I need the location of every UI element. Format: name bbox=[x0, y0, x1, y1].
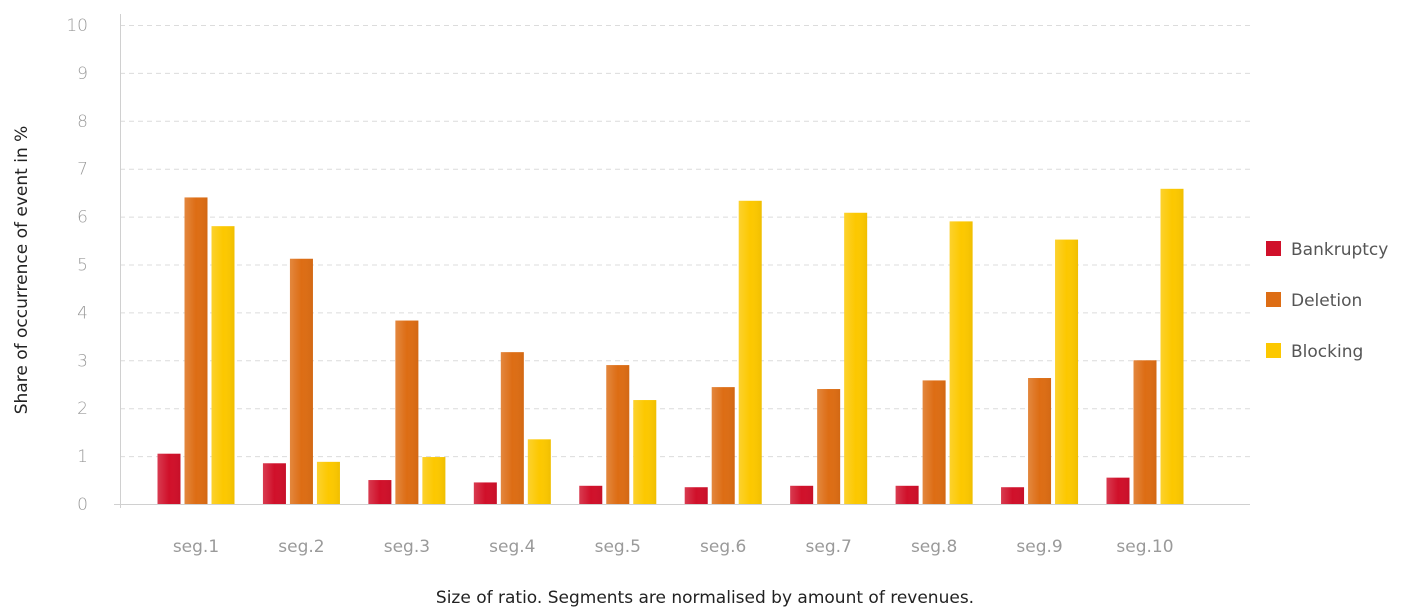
x-tick-label: seg.9 bbox=[1016, 537, 1062, 557]
bar-sheen bbox=[633, 400, 657, 504]
y-axis-ticks: 0 1 2 3 4 5 6 7 8 9 10 bbox=[66, 16, 88, 515]
bar-sheen bbox=[1160, 188, 1184, 504]
bar-sheen bbox=[1106, 477, 1130, 504]
x-tick-label: seg.3 bbox=[384, 537, 430, 557]
y-tick-label: 2 bbox=[77, 399, 88, 419]
bar-sheen bbox=[316, 461, 340, 504]
bar-sheen bbox=[184, 197, 208, 504]
x-axis-title: Size of ratio. Segments are normalised b… bbox=[436, 588, 974, 608]
bar-sheen bbox=[895, 485, 919, 504]
bar-sheen bbox=[289, 258, 313, 504]
y-tick-label: 9 bbox=[77, 64, 88, 84]
bar-sheen bbox=[949, 221, 973, 504]
x-tick-label: seg.7 bbox=[806, 537, 852, 557]
x-tick-label: seg.2 bbox=[278, 537, 324, 557]
legend-label-bankruptcy: Bankruptcy bbox=[1291, 240, 1388, 260]
bar-sheen bbox=[1028, 378, 1052, 504]
legend-label-blocking: Blocking bbox=[1291, 342, 1363, 362]
bar-sheen bbox=[368, 480, 392, 504]
bar-sheen bbox=[606, 365, 630, 504]
legend: Bankruptcy Deletion Blocking bbox=[1266, 240, 1388, 362]
y-tick-label: 6 bbox=[77, 208, 88, 228]
y-tick-label: 10 bbox=[66, 16, 88, 36]
bar-sheen bbox=[1055, 239, 1079, 505]
bars bbox=[157, 188, 1184, 505]
x-tick-label: seg.5 bbox=[595, 537, 641, 557]
y-tick-label: 7 bbox=[77, 160, 88, 180]
bar-sheen bbox=[1001, 487, 1025, 504]
bar-sheen bbox=[738, 200, 762, 504]
bar-sheen bbox=[790, 485, 814, 504]
x-tick-label: seg.10 bbox=[1116, 537, 1173, 557]
bar-sheen bbox=[1133, 360, 1157, 504]
bar-sheen bbox=[422, 457, 446, 504]
bar-sheen bbox=[579, 485, 603, 504]
y-tick-label: 8 bbox=[77, 112, 88, 132]
y-tick-label: 0 bbox=[77, 495, 88, 515]
bar-sheen bbox=[262, 463, 286, 504]
bar-sheen bbox=[473, 482, 497, 504]
x-axis-ticks: seg.1 seg.2 seg.3 seg.4 seg.5 seg.6 seg.7 seg.8… bbox=[173, 537, 1174, 557]
bar-sheen bbox=[844, 212, 868, 504]
x-tick-label: seg.8 bbox=[911, 537, 957, 557]
legend-label-deletion: Deletion bbox=[1291, 291, 1362, 311]
y-tick-label: 3 bbox=[77, 351, 88, 371]
bar-sheen bbox=[211, 226, 235, 504]
y-tick-label: 4 bbox=[77, 303, 88, 323]
y-axis-title: Share of occurrence of event in % bbox=[12, 126, 32, 415]
legend-swatch-deletion bbox=[1266, 292, 1281, 307]
legend-swatch-bankruptcy bbox=[1266, 241, 1281, 256]
gridlines bbox=[120, 25, 1250, 458]
y-tick-label: 5 bbox=[77, 256, 88, 276]
y-tick-label: 1 bbox=[77, 447, 88, 467]
bar-sheen bbox=[922, 380, 946, 504]
bar-sheen bbox=[395, 320, 419, 504]
bar-sheen bbox=[527, 439, 551, 504]
bar-sheen bbox=[500, 352, 524, 504]
bar-sheen bbox=[157, 453, 181, 504]
x-tick-label: seg.4 bbox=[489, 537, 535, 557]
x-tick-label: seg.6 bbox=[700, 537, 746, 557]
bar-sheen bbox=[711, 387, 735, 504]
bar-sheen bbox=[684, 487, 708, 504]
legend-swatch-blocking bbox=[1266, 343, 1281, 358]
x-tick-label: seg.1 bbox=[173, 537, 219, 557]
bar-sheen bbox=[817, 389, 841, 504]
